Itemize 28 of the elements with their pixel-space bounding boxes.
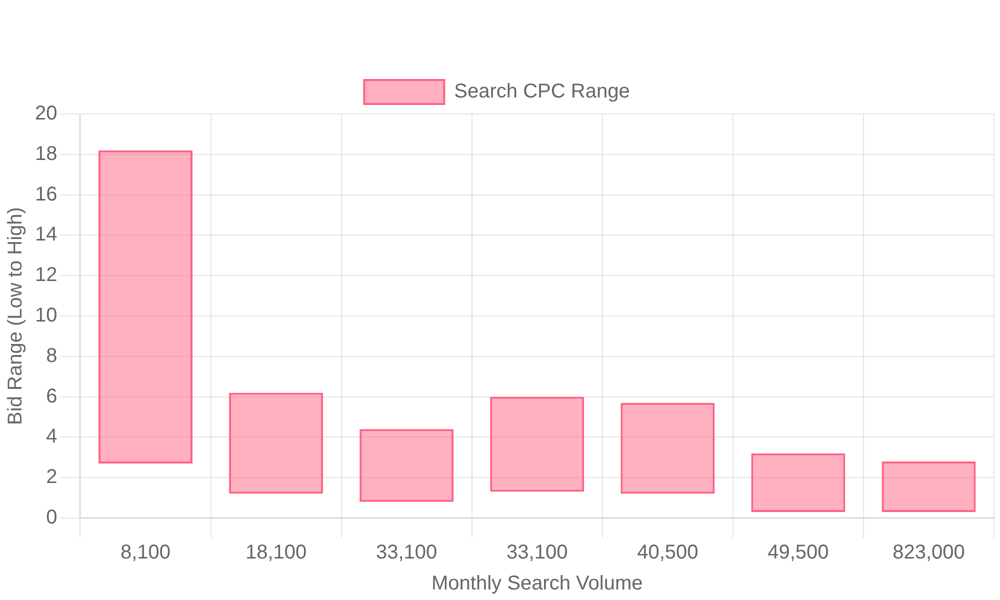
y-tick-label: 10 [34,304,58,327]
legend-label: Search CPC Range [454,80,630,103]
x-tick-label: 33,100 [506,542,568,564]
y-tick-label: 6 [46,385,58,408]
y-tick-label: 8 [46,344,58,367]
y-axis-title: Bid Range (Low to High) [4,207,27,425]
x-tick-label: 18,100 [245,542,307,564]
x-axis-title: Monthly Search Volume [432,572,643,595]
y-tick-label: 0 [46,506,58,529]
y-tick-label: 20 [34,102,58,125]
x-tick-label: 8,100 [120,542,171,564]
bar [620,402,715,494]
bar [751,453,846,512]
x-tick-label: 823,000 [892,542,965,564]
y-tick-label: 16 [34,183,58,206]
x-tick-label: 33,100 [376,542,438,564]
x-tick-label: 40,500 [637,542,698,564]
y-tick-label: 12 [34,264,58,286]
bar [360,429,454,502]
bar [490,396,584,492]
bar [229,392,324,494]
y-tick-label: 14 [34,224,58,246]
bar [98,150,193,464]
bar [882,461,976,512]
y-tick-label: 4 [46,426,58,448]
x-tick-label: 49,500 [768,542,829,564]
y-tick-label: 2 [46,466,58,488]
y-tick-label: 18 [34,142,58,165]
